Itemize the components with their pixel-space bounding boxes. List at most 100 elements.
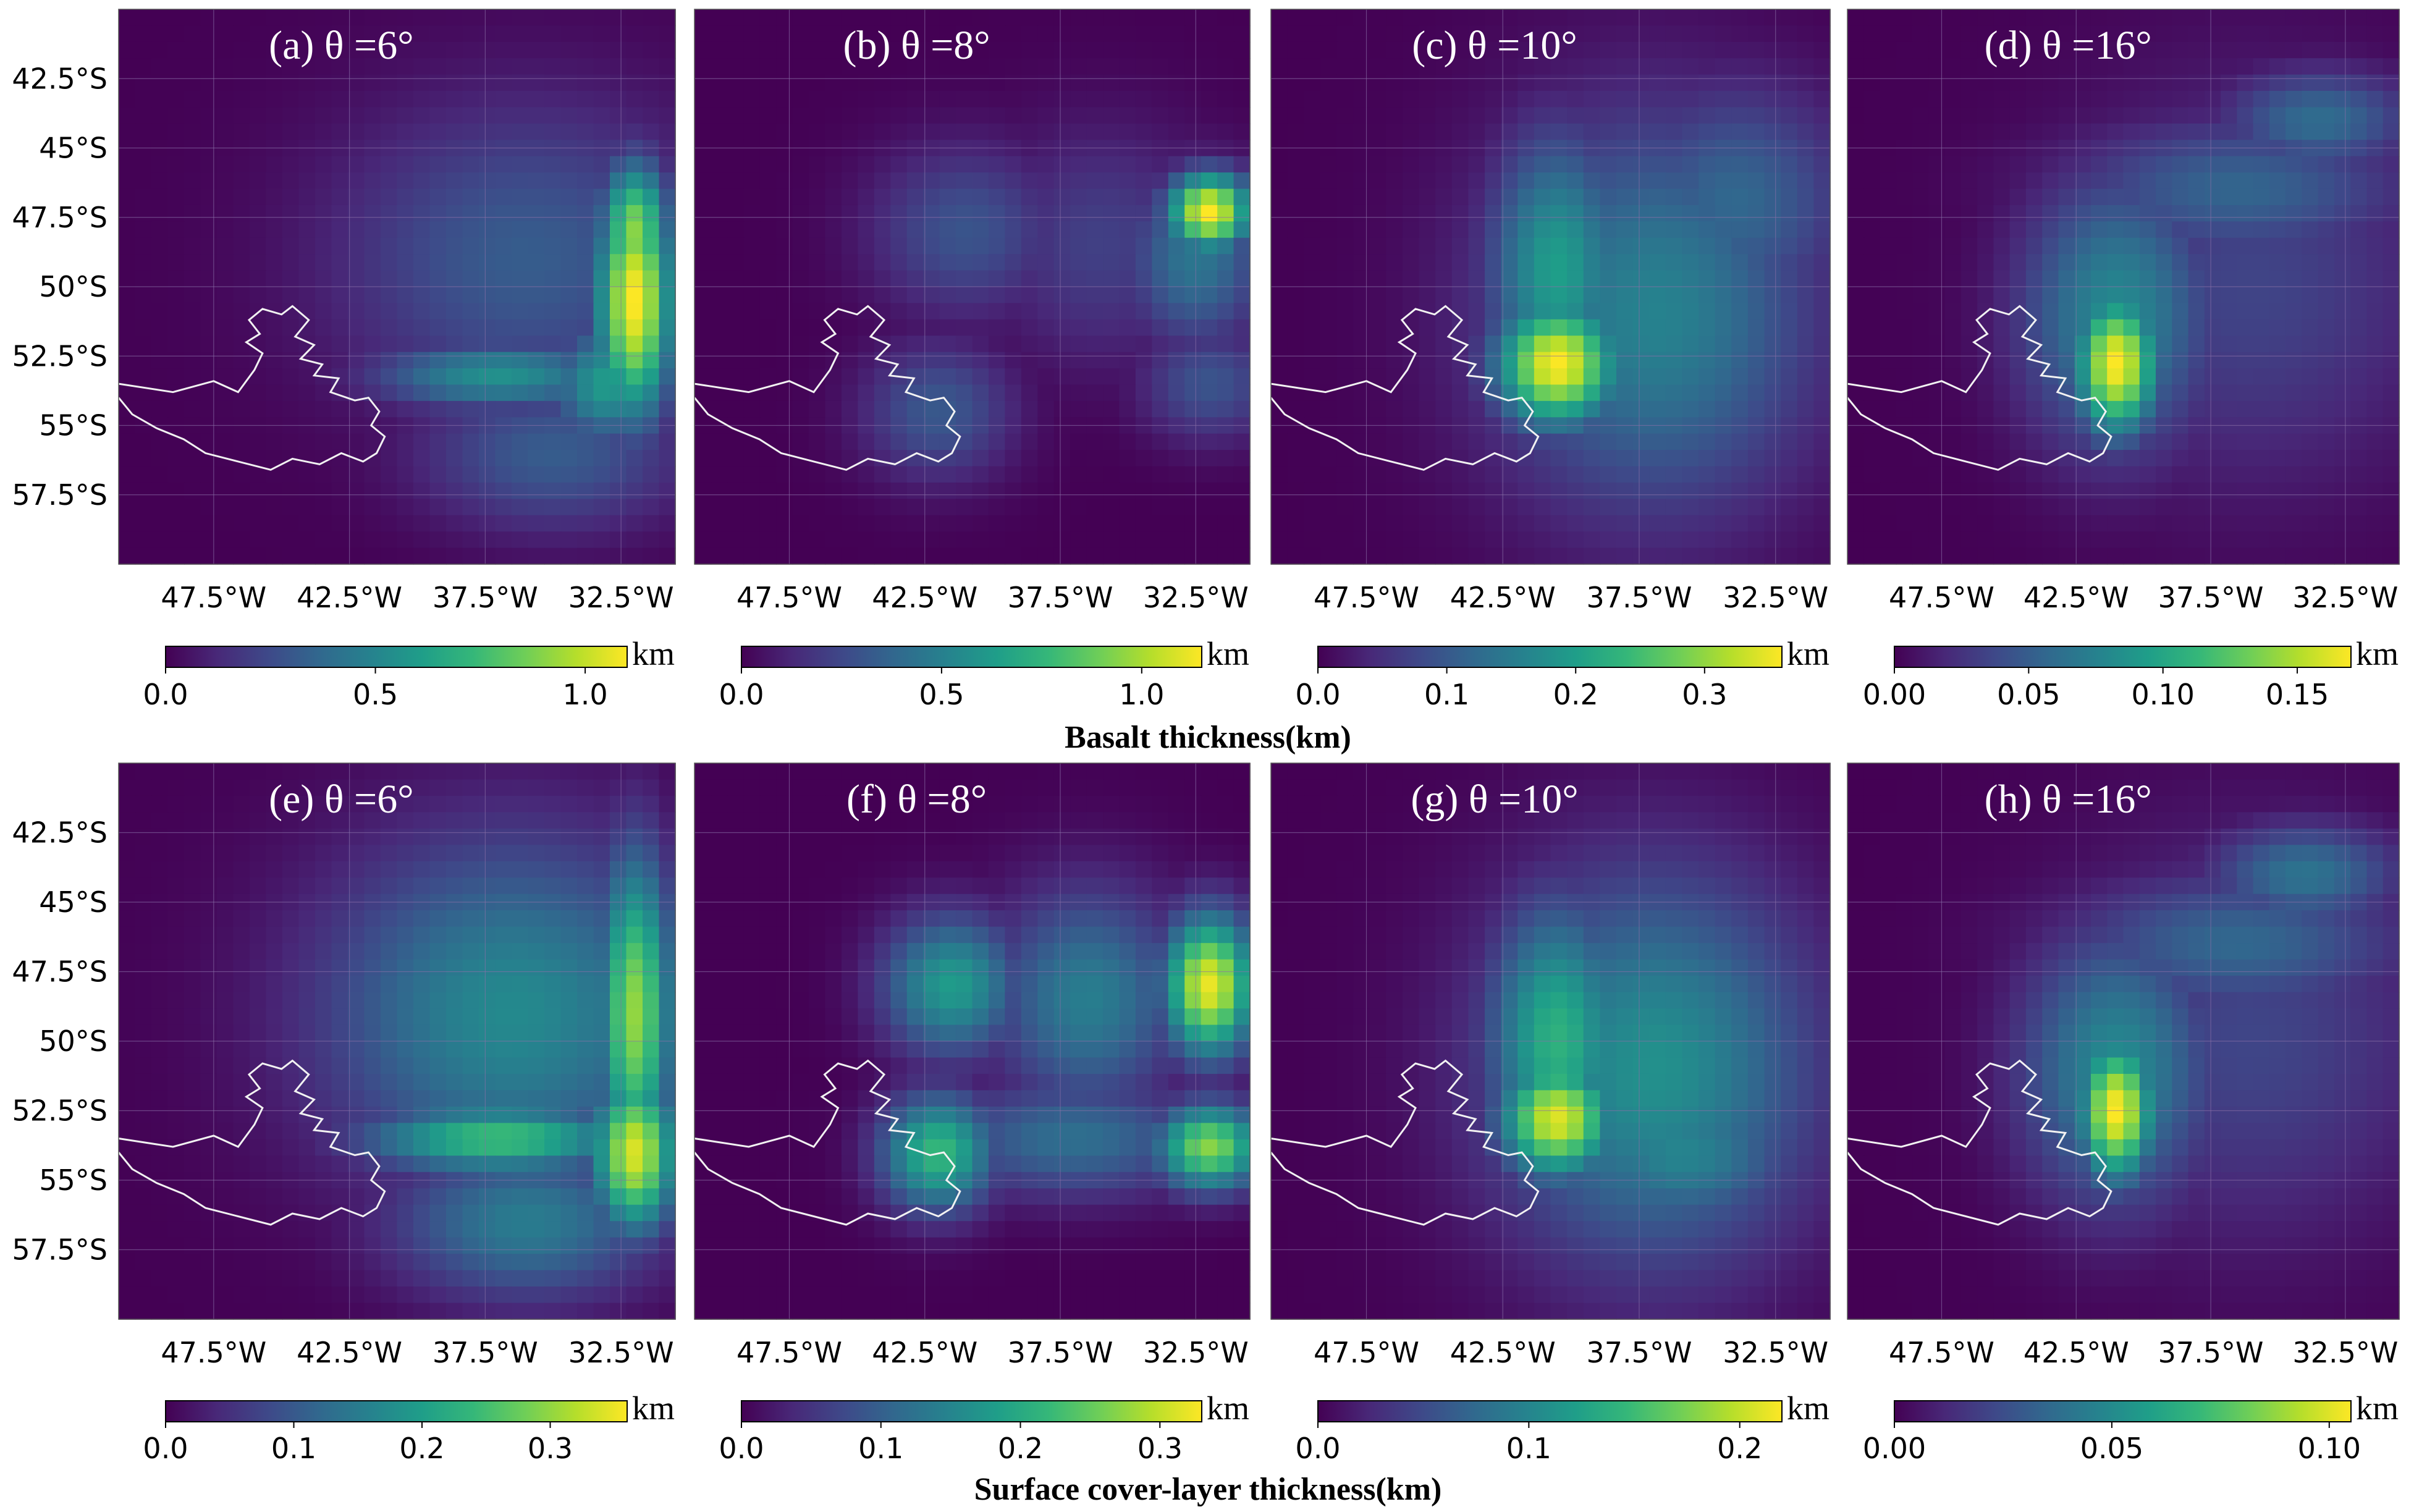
heatmap-cell xyxy=(233,91,250,108)
heatmap-cell xyxy=(1119,107,1136,124)
heatmap-cell xyxy=(381,25,398,43)
heatmap-cell xyxy=(119,237,136,255)
heatmap-cell xyxy=(593,515,610,532)
heatmap-cell xyxy=(250,74,267,91)
heatmap-cell xyxy=(2042,515,2059,532)
heatmap-cell xyxy=(2221,221,2238,239)
heatmap-cell xyxy=(1152,466,1169,483)
heatmap-cell xyxy=(1435,237,1453,255)
heatmap-cell xyxy=(446,336,463,353)
heatmap-cell xyxy=(2042,400,2059,418)
heatmap-cell xyxy=(743,156,761,173)
heatmap-cell xyxy=(1600,336,1617,353)
heatmap-cell xyxy=(1168,254,1186,271)
heatmap-cell xyxy=(1287,74,1305,91)
heatmap-cell xyxy=(1567,336,1584,353)
heatmap-cell xyxy=(1103,384,1120,402)
heatmap-cell xyxy=(397,466,414,483)
heatmap-cell xyxy=(1201,25,1218,43)
heatmap-cell xyxy=(233,221,250,239)
heatmap-cell xyxy=(1863,188,1881,206)
heatmap-cell xyxy=(2318,123,2335,141)
heatmap-cell xyxy=(1468,270,1485,287)
heatmap-cell xyxy=(479,107,496,124)
heatmap-cell xyxy=(1501,433,1519,450)
heatmap-cell xyxy=(1217,547,1234,565)
heatmap-cell xyxy=(1053,41,1071,59)
heatmap-cell xyxy=(1616,319,1634,337)
heatmap-cell xyxy=(1764,303,1781,320)
heatmap-cell xyxy=(1336,547,1354,565)
heatmap-cell xyxy=(1501,156,1519,173)
heatmap-cell xyxy=(1287,433,1305,450)
heatmap-cell xyxy=(841,221,859,239)
heatmap-cell xyxy=(956,303,973,320)
heatmap-cell xyxy=(1119,352,1136,369)
heatmap-cell xyxy=(2074,482,2091,500)
heatmap-cell xyxy=(1699,336,1716,353)
heatmap-cell xyxy=(1665,172,1683,190)
heatmap-cell xyxy=(2350,123,2368,141)
heatmap-cell xyxy=(988,531,1006,549)
heatmap-cell xyxy=(560,303,578,320)
heatmap-cell xyxy=(1813,221,1831,239)
heatmap-cell xyxy=(906,319,924,337)
heatmap-cell xyxy=(2188,384,2205,402)
heatmap-cell xyxy=(776,123,793,141)
heatmap-cell xyxy=(809,91,826,108)
heatmap-cell xyxy=(2139,107,2156,124)
colorbar xyxy=(165,646,628,668)
heatmap-cell xyxy=(2221,270,2238,287)
heatmap-cell xyxy=(1912,123,1930,141)
heatmap-cell xyxy=(528,400,545,418)
heatmap-cell xyxy=(2366,547,2384,565)
heatmap-cell xyxy=(1517,287,1535,304)
heatmap-cell xyxy=(626,319,643,337)
heatmap-cell xyxy=(972,74,989,91)
heatmap-cell xyxy=(1201,336,1218,353)
heatmap-cell xyxy=(1386,303,1403,320)
heatmap-cell xyxy=(2123,107,2140,124)
heatmap-cell xyxy=(1233,303,1251,320)
heatmap-cell xyxy=(348,9,365,27)
heatmap-cell xyxy=(1600,531,1617,549)
heatmap-cell xyxy=(643,352,660,369)
heatmap-cell xyxy=(315,25,332,43)
heatmap-cell xyxy=(988,336,1006,353)
heatmap-cell xyxy=(727,384,745,402)
heatmap-cell xyxy=(626,352,643,369)
heatmap-cell xyxy=(2382,303,2400,320)
heatmap-cell xyxy=(2334,482,2351,500)
heatmap-cell xyxy=(250,482,267,500)
heatmap-cell xyxy=(1632,531,1650,549)
heatmap-cell xyxy=(381,156,398,173)
heatmap-cell xyxy=(1993,433,2011,450)
heatmap-cell xyxy=(2302,41,2319,59)
heatmap-cell xyxy=(1053,91,1071,108)
heatmap-cell xyxy=(906,172,924,190)
heatmap-cell xyxy=(2318,25,2335,43)
heatmap-cell xyxy=(479,499,496,516)
heatmap-cell xyxy=(1184,156,1202,173)
heatmap-cell xyxy=(1119,499,1136,516)
heatmap-cell xyxy=(593,531,610,549)
heatmap-cell xyxy=(184,91,201,108)
heatmap-cell xyxy=(1665,74,1683,91)
heatmap-cell xyxy=(331,156,348,173)
heatmap-cell xyxy=(874,531,892,549)
heatmap-cell xyxy=(1184,352,1202,369)
heatmap-cell xyxy=(659,205,676,222)
heatmap-cell xyxy=(1797,531,1815,549)
heatmap-cell xyxy=(2318,547,2335,565)
heatmap-cell xyxy=(528,270,545,287)
heatmap-cell xyxy=(1152,450,1169,467)
heatmap-cell xyxy=(1928,221,1946,239)
heatmap-cell xyxy=(1649,91,1666,108)
heatmap-cell xyxy=(743,9,761,27)
heatmap-cell xyxy=(2237,58,2254,75)
heatmap-cell xyxy=(1402,41,1420,59)
heatmap-cell xyxy=(1944,58,1962,75)
heatmap-cell xyxy=(413,303,431,320)
heatmap-cell xyxy=(2090,9,2108,27)
heatmap-cell xyxy=(759,237,777,255)
